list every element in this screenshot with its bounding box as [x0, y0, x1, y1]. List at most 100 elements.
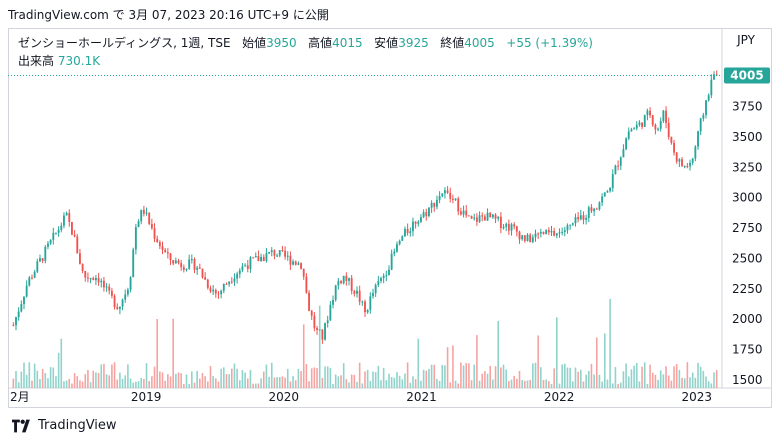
candle-body	[412, 221, 414, 232]
volume-bar	[65, 380, 68, 388]
volume-bar	[465, 363, 468, 388]
candle-body	[140, 209, 143, 222]
volume-bar	[372, 371, 374, 388]
volume-bar	[361, 383, 364, 388]
volume-bar	[81, 381, 84, 388]
volume-bar	[95, 372, 97, 388]
candle-body	[563, 230, 566, 232]
candle-body	[542, 231, 545, 234]
volume-bar	[542, 379, 545, 388]
volume-bar	[332, 383, 334, 388]
volume-bar	[670, 380, 673, 388]
candle-body	[507, 223, 510, 231]
candle-body	[510, 224, 513, 231]
volume-bar	[127, 364, 129, 388]
volume-bar	[276, 377, 278, 388]
volume-bar	[489, 365, 492, 388]
candle-body	[603, 192, 606, 197]
candle-body	[470, 216, 473, 219]
volume-bar	[374, 372, 377, 388]
candle-body	[121, 299, 124, 307]
candle-body	[20, 303, 23, 312]
candle-body	[15, 317, 17, 326]
candle-body	[635, 124, 638, 129]
candle-body	[425, 212, 428, 217]
candle-body	[494, 214, 497, 219]
candle-body	[94, 277, 97, 281]
candle-body	[60, 225, 63, 230]
candle-body	[459, 211, 462, 215]
volume-bar	[196, 370, 198, 388]
candle-body	[44, 246, 47, 261]
candle-body	[342, 275, 345, 284]
candle-body	[201, 268, 204, 278]
volume-bar	[587, 370, 590, 388]
volume-bar	[212, 376, 214, 388]
candle-body	[390, 253, 393, 270]
candle-body	[129, 277, 132, 290]
volume-bar	[356, 381, 358, 388]
candle-body	[662, 110, 665, 122]
volume-bar	[412, 376, 414, 388]
candle-body	[118, 306, 121, 309]
volume-bar	[17, 382, 20, 388]
volume-bar	[49, 367, 52, 388]
high-label: 高値	[308, 36, 333, 50]
volume-bar	[220, 368, 222, 388]
volume-bar	[167, 374, 169, 388]
volume-bar	[201, 373, 204, 388]
candle-body	[233, 278, 236, 282]
volume-bar	[558, 383, 561, 388]
candle-body	[334, 285, 337, 300]
time-axis-ticks: 2月 2019 2020 2021 2022 2023	[10, 390, 712, 404]
volume-bar	[57, 352, 60, 388]
volume-bar	[260, 378, 262, 388]
volume-bar	[103, 363, 105, 388]
volume-bar	[425, 370, 428, 388]
footer[interactable]: TradingView	[12, 418, 117, 433]
candle-body	[276, 255, 279, 257]
candle-body	[694, 146, 697, 159]
volume-bar	[476, 335, 478, 388]
volume-bar	[603, 333, 606, 388]
candle-body	[350, 278, 353, 291]
volume-bar	[428, 368, 430, 388]
candle-body	[611, 174, 614, 189]
candle-body	[105, 286, 108, 288]
candle-body	[348, 278, 350, 281]
volume-bar	[249, 370, 252, 388]
volume-bar	[41, 369, 44, 388]
candle-body	[380, 278, 382, 281]
volume-bar	[100, 364, 103, 388]
price-tick-label: 3750	[732, 100, 763, 114]
volume-bar	[254, 383, 257, 388]
high-value: 4015	[332, 36, 363, 50]
candle-body	[686, 166, 689, 168]
candle-body	[153, 228, 156, 239]
volume-bar	[265, 364, 268, 388]
candle-body	[401, 236, 404, 241]
candle-body	[609, 188, 612, 192]
candle-body	[206, 279, 209, 288]
candle-body	[252, 257, 255, 259]
candle-body	[41, 258, 44, 261]
candle-body	[308, 292, 310, 311]
candle-body	[161, 246, 164, 251]
candle-body	[638, 122, 641, 125]
volume-bar	[473, 364, 476, 388]
volume-bar	[486, 373, 489, 388]
chart-legend: ゼンショーホールディングス, 1週, TSE 始値3950 高値4015 安値3…	[18, 34, 593, 51]
volume-bar	[348, 382, 350, 388]
volume-bar	[228, 374, 230, 388]
candle-body	[475, 217, 478, 222]
candle-body	[49, 239, 52, 244]
candle-body	[230, 281, 233, 283]
candle-body	[89, 278, 92, 280]
volume-bar	[183, 383, 185, 388]
volume-bar	[300, 371, 302, 388]
candle-body	[212, 289, 215, 292]
volume-bar	[649, 364, 651, 388]
candle-body	[654, 124, 657, 130]
candle-body	[478, 215, 481, 222]
